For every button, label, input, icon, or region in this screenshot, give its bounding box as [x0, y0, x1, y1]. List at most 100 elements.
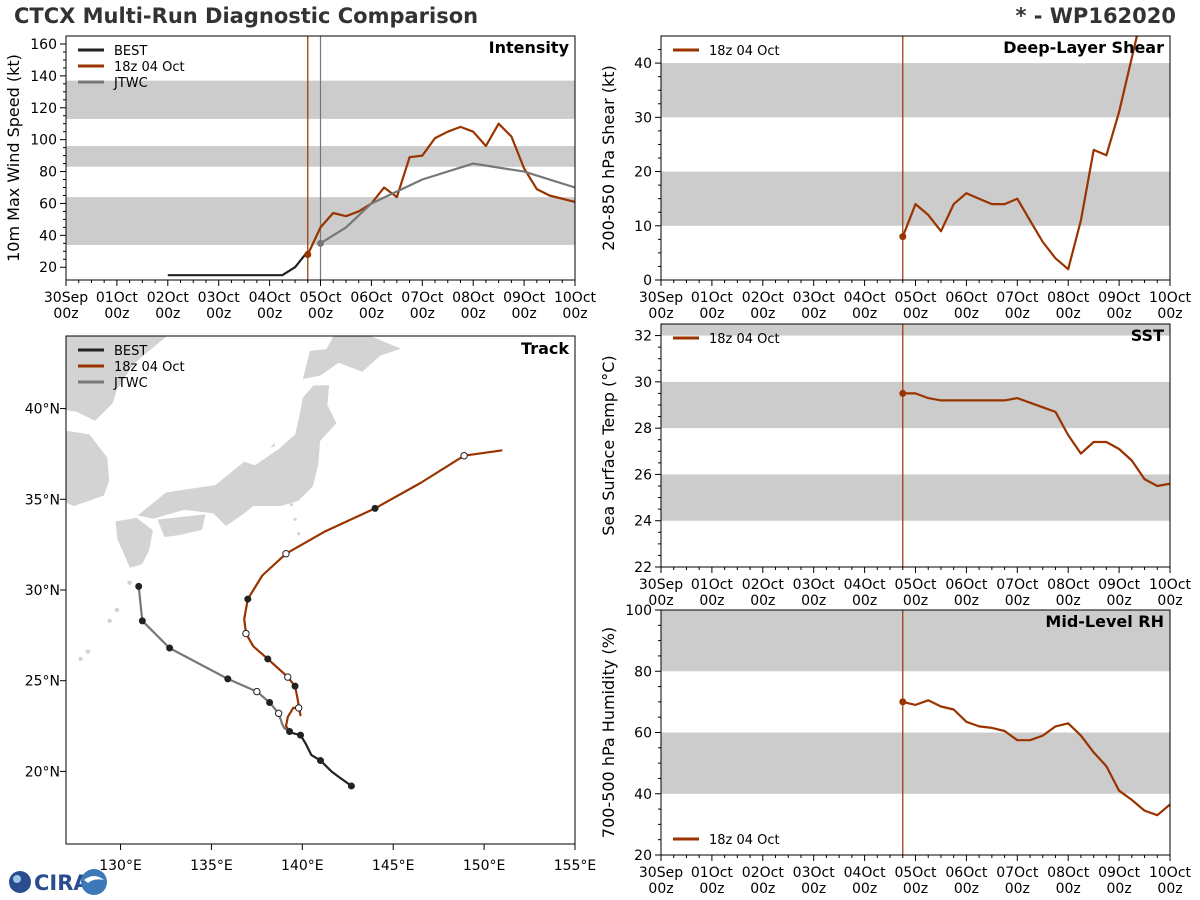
shear-ytick-label-0: 0 — [643, 273, 652, 289]
land-mainland — [66, 336, 169, 422]
track-ytick-label-0: 20°N — [25, 764, 60, 780]
cira-swirl-stroke — [84, 876, 104, 883]
shear-ytick-label-2: 20 — [634, 165, 652, 181]
track-run-open-point — [242, 629, 250, 638]
cira-logo-text: CIRA — [34, 871, 90, 895]
track-legend-label-2: JTWC — [113, 376, 148, 391]
track-run-open-point — [294, 704, 303, 712]
intensity-xtick-label-1: 01Oct — [96, 290, 139, 306]
land-ryukyu-island-2 — [107, 618, 112, 624]
land-ryukyu-island-4 — [78, 656, 83, 662]
track-run-point — [291, 682, 299, 690]
intensity-xtick-hour-5: 00z — [308, 306, 333, 322]
rh-xtick-label-7: 07Oct — [996, 865, 1039, 881]
track-jtwc-line — [137, 586, 291, 733]
track-land — [66, 336, 404, 662]
cira-globe-highlight — [13, 875, 21, 883]
sst-band-0 — [661, 474, 1170, 521]
intensity-xtick-hour-6: 00z — [359, 306, 384, 322]
intensity-ytick-label-3: 80 — [39, 165, 57, 181]
track-run-open-point — [284, 673, 292, 681]
rh-xtick-label-6: 06Oct — [945, 865, 988, 881]
intensity-xtick-label-9: 09Oct — [503, 290, 546, 306]
sst-xtick-label-10: 10Oct — [1149, 577, 1192, 593]
sst-xtick-label-1: 01Oct — [691, 577, 734, 593]
shear-xtick-hour-1: 00z — [699, 306, 724, 322]
shear-xtick-label-1: 01Oct — [691, 290, 734, 306]
intensity-ytick-label-4: 100 — [30, 133, 57, 149]
rh-title: Mid-Level RH — [1045, 612, 1164, 631]
track-title: Track — [521, 339, 569, 358]
intensity-xtick-hour-4: 00z — [257, 306, 282, 322]
shear-xtick-hour-5: 00z — [903, 306, 928, 322]
rh-band-0 — [661, 732, 1170, 794]
intensity-xtick-hour-2: 00z — [155, 306, 180, 322]
land-ryukyu-island-0 — [127, 580, 132, 585]
land-hokkaido — [301, 336, 404, 381]
track-jtwc-point — [138, 617, 146, 625]
land-shikoku — [156, 513, 207, 538]
sst-ytick-label-3: 28 — [634, 421, 652, 437]
rh-ylabel: 700-500 hPa Humidity (%) — [599, 627, 618, 838]
intensity-ytick-label-7: 160 — [30, 37, 57, 53]
sst-band-2 — [661, 324, 1170, 336]
rh-xtick-hour-1: 00z — [699, 881, 724, 897]
page-title: CTCX Multi-Run Diagnostic Comparison — [14, 4, 479, 28]
sst-xtick-hour-1: 00z — [699, 593, 724, 609]
sst-ytick-label-4: 30 — [634, 375, 652, 391]
rh-marker-0 — [899, 698, 907, 706]
sst-xtick-label-6: 06Oct — [945, 577, 988, 593]
track-best-point — [297, 731, 305, 739]
track-xtick-label-5: 155°E — [554, 858, 597, 874]
rh-xtick-label-3: 03Oct — [793, 865, 836, 881]
rh-ytick-label-3: 80 — [634, 664, 652, 680]
sst-xtick-label-9: 09Oct — [1098, 577, 1141, 593]
track-xtick-label-2: 140°E — [281, 858, 324, 874]
rh-xtick-label-10: 10Oct — [1149, 865, 1192, 881]
sst-xtick-label-4: 04Oct — [844, 577, 887, 593]
intensity-xtick-label-7: 07Oct — [401, 290, 444, 306]
shear-xtick-hour-4: 00z — [852, 306, 877, 322]
shear-band-0 — [661, 171, 1170, 226]
rh-xtick-hour-6: 00z — [954, 881, 979, 897]
shear-xtick-hour-10: 00z — [1157, 306, 1182, 322]
sst-xtick-hour-5: 00z — [903, 593, 928, 609]
sst-ytick-label-5: 32 — [634, 329, 652, 345]
shear-xtick-hour-0: 00z — [648, 306, 673, 322]
track-ytick-label-3: 35°N — [25, 492, 60, 508]
shear-xtick-label-5: 05Oct — [894, 290, 937, 306]
rh-ytick-label-0: 20 — [634, 848, 652, 864]
intensity-panel: 2040608010012014016030Sep00z01Oct00z02Oc… — [4, 35, 597, 322]
track-jtwc-point — [266, 698, 274, 706]
intensity-title: Intensity — [489, 38, 570, 57]
track-panel: 130°E 135°E 140°E 145°E 150°E 155°E 20°N 25°N 30… — [25, 335, 597, 874]
sst-xtick-hour-10: 00z — [1157, 593, 1182, 609]
track-best-point — [347, 782, 355, 790]
sst-ylabel: Sea Surface Temp (°C) — [599, 355, 618, 535]
sst-xtick-hour-8: 00z — [1056, 593, 1081, 609]
track-best-point — [286, 728, 294, 736]
rh-panel: 2040608010030Sep00z01Oct00z02Oct00z03Oct… — [599, 603, 1192, 897]
sst-frame — [660, 323, 1171, 568]
track-legend-label-1: 18z 04 Oct — [114, 360, 185, 375]
land-izu-island-2 — [297, 532, 301, 536]
track-best-line — [289, 730, 353, 787]
shear-band-1 — [661, 63, 1170, 118]
track-best-point — [317, 757, 324, 765]
track-xtick-label-1: 135°E — [190, 858, 233, 874]
sst-ytick-label-1: 24 — [634, 514, 652, 530]
intensity-series-1 — [306, 122, 576, 255]
rh-xtick-hour-10: 00z — [1157, 881, 1182, 897]
intensity-xtick-label-3: 03Oct — [198, 290, 241, 306]
shear-xtick-label-8: 08Oct — [1047, 290, 1090, 306]
land-izu-island-0 — [289, 503, 294, 507]
track-xtick-label-0: 130°E — [99, 858, 142, 874]
shear-xtick-hour-7: 00z — [1005, 306, 1030, 322]
track-run-point — [371, 504, 379, 512]
rh-xtick-hour-4: 00z — [852, 881, 877, 897]
shear-xtick-label-4: 04Oct — [844, 290, 887, 306]
land-sado — [268, 440, 276, 450]
rh-ytick-label-1: 40 — [634, 787, 652, 803]
sst-xtick-hour-0: 00z — [648, 593, 673, 609]
